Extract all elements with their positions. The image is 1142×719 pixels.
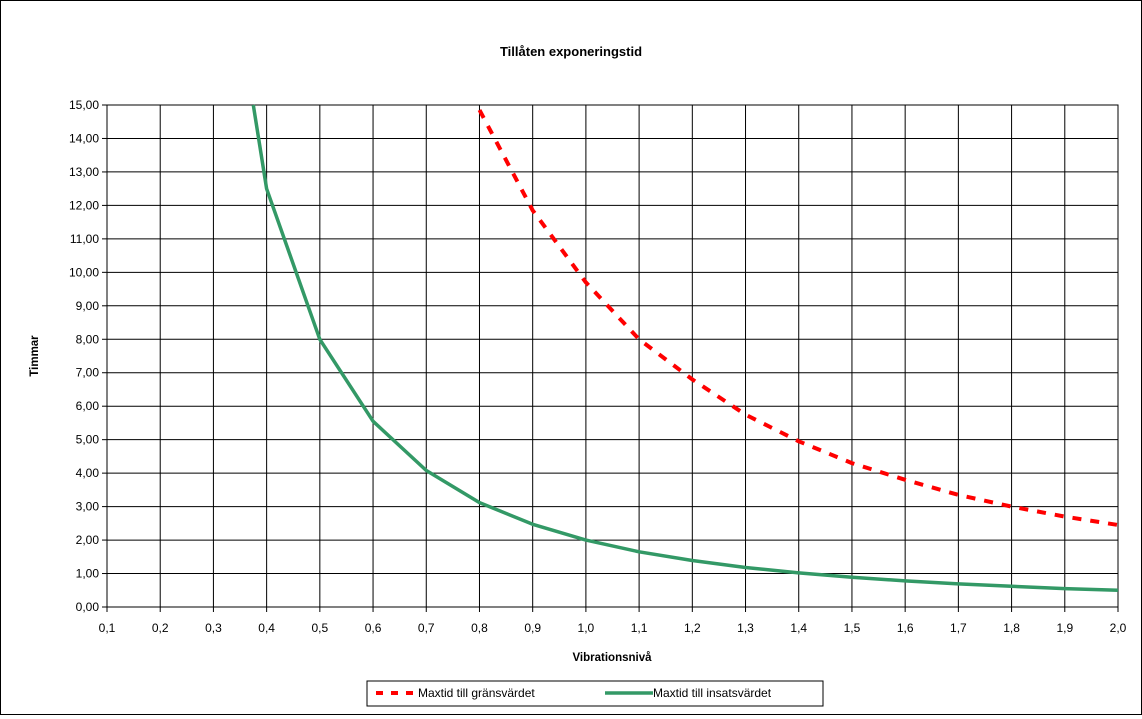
x-tick-label: 0,8 (471, 621, 488, 635)
legend: Maxtid till gränsvärdet Maxtid till insa… (366, 680, 824, 707)
y-tick-label: 13,00 (69, 165, 99, 179)
x-tick-label: 0,2 (152, 621, 169, 635)
x-tick-label: 1,3 (737, 621, 754, 635)
x-tick-label: 0,1 (99, 621, 116, 635)
x-tick-label: 1,6 (897, 621, 914, 635)
x-tick-label: 1,0 (578, 621, 595, 635)
x-tick-label: 1,1 (631, 621, 648, 635)
x-tick-label: 0,3 (205, 621, 222, 635)
x-tick-label: 1,7 (950, 621, 967, 635)
legend-box (366, 680, 824, 707)
y-tick-label: 0,00 (76, 600, 100, 614)
legend-label-granvardet: Maxtid till gränsvärdet (418, 686, 535, 700)
plot-area-border (106, 104, 1119, 608)
y-tick-label: 8,00 (76, 332, 100, 346)
y-tick-label: 3,00 (76, 500, 100, 514)
x-tick-label: 1,9 (1056, 621, 1073, 635)
x-tick-label: 1,5 (844, 621, 861, 635)
x-axis-ticks: 0,1 0,2 0,3 0,4 0,5 0,6 0,7 0,8 0,9 1,0 1,1 1,2 1,3 1… (99, 607, 1127, 635)
grid-lines (106, 104, 1119, 608)
y-tick-label: 1,00 (76, 567, 100, 581)
x-tick-label: 0,4 (258, 621, 275, 635)
y-tick-label: 6,00 (76, 399, 100, 413)
x-tick-label: 0,5 (311, 621, 328, 635)
y-tick-label: 4,00 (76, 466, 100, 480)
y-tick-label: 14,00 (69, 131, 99, 145)
x-tick-label: 0,7 (418, 621, 435, 635)
x-tick-label: 0,6 (365, 621, 382, 635)
x-tick-label: 1,4 (790, 621, 807, 635)
y-tick-label: 7,00 (76, 366, 100, 380)
series-layer (251, 104, 1119, 593)
y-tick-label: 5,00 (76, 433, 100, 447)
series-line-granvardet (477, 109, 1119, 527)
y-tick-label: 11,00 (70, 232, 99, 246)
chart-title: Tillåten exponeringstid (500, 44, 642, 59)
y-tick-label: 10,00 (69, 265, 99, 279)
y-tick-label: 9,00 (76, 299, 100, 313)
y-tick-label: 15,00 (69, 98, 99, 112)
x-tick-label: 2,0 (1110, 621, 1127, 635)
x-tick-label: 1,2 (684, 621, 701, 635)
x-tick-label: 0,9 (524, 621, 541, 635)
series-line-insatsvardet (251, 104, 1119, 593)
x-tick-label: 1,8 (1003, 621, 1020, 635)
legend-label-insatsvardet: Maxtid till insatsvärdet (653, 686, 772, 700)
x-axis-title: Vibrationsnivå (572, 652, 652, 664)
y-axis-ticks: 0,00 1,00 2,00 3,00 4,00 5,00 6,00 7,00 8,00 9,00… (69, 98, 107, 614)
y-axis-title: Timmar (29, 335, 41, 377)
y-tick-label: 12,00 (69, 198, 99, 212)
y-tick-label: 2,00 (76, 533, 100, 547)
